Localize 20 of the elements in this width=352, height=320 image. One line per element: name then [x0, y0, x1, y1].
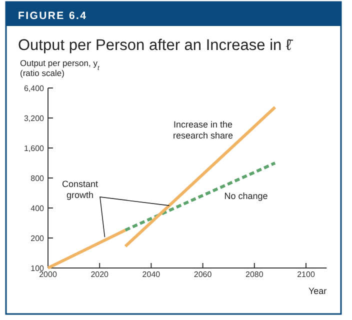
series-label: Increase in the research share — [173, 119, 234, 140]
x-tick-label: 2100 — [297, 270, 316, 279]
y-tick-label: 6,400 — [24, 84, 45, 93]
y-tick-label: 200 — [30, 234, 45, 243]
y-tick-label: 3,200 — [24, 114, 45, 123]
x-axis-title: Year — [308, 286, 327, 296]
x-tick-label: 2020 — [90, 270, 110, 279]
y-tick-label: 100 — [30, 264, 45, 273]
x-tick-label: 2040 — [142, 270, 161, 279]
text: Output per person, y$_{t}$ (ratio scale) — [20, 58, 100, 78]
y-tick-label: 400 — [30, 204, 45, 213]
series-label: No change — [224, 191, 268, 202]
y-tick-label: 800 — [30, 174, 45, 183]
x-tick-label: 2060 — [194, 270, 212, 279]
x-tick-label: 2080 — [246, 270, 264, 279]
chart-title: Output per Person after an Increase in ℓ̄ — [18, 37, 294, 54]
y-tick-label: 1,600 — [24, 144, 45, 153]
annotation: Constant growth — [62, 179, 99, 200]
caption: FIGURE 6.4 — [18, 10, 88, 22]
x-tick-label: 2000 — [39, 270, 58, 279]
